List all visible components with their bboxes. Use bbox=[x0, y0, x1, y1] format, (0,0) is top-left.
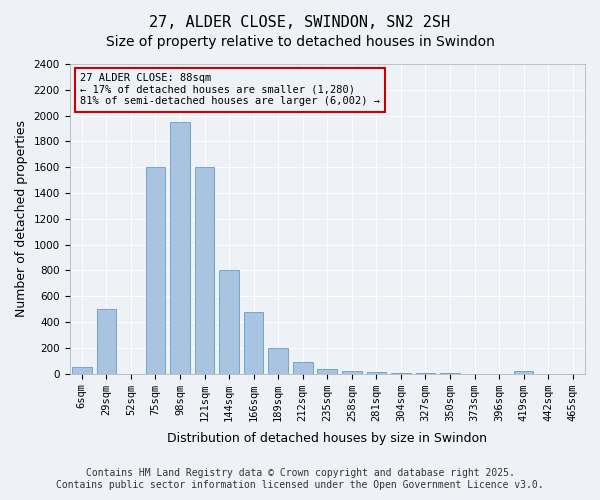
Bar bbox=[514, 371, 533, 374]
Text: Size of property relative to detached houses in Swindon: Size of property relative to detached ho… bbox=[106, 35, 494, 49]
Bar bbox=[342, 371, 362, 374]
Bar bbox=[195, 167, 214, 374]
X-axis label: Distribution of detached houses by size in Swindon: Distribution of detached houses by size … bbox=[167, 432, 487, 445]
Text: Contains HM Land Registry data © Crown copyright and database right 2025.
Contai: Contains HM Land Registry data © Crown c… bbox=[56, 468, 544, 490]
Bar bbox=[268, 348, 288, 374]
Text: 27 ALDER CLOSE: 88sqm
← 17% of detached houses are smaller (1,280)
81% of semi-d: 27 ALDER CLOSE: 88sqm ← 17% of detached … bbox=[80, 74, 380, 106]
Bar bbox=[293, 362, 313, 374]
Bar bbox=[391, 373, 411, 374]
Bar bbox=[219, 270, 239, 374]
Bar bbox=[146, 167, 165, 374]
Bar bbox=[244, 312, 263, 374]
Y-axis label: Number of detached properties: Number of detached properties bbox=[15, 120, 28, 318]
Bar bbox=[170, 122, 190, 374]
Bar bbox=[317, 369, 337, 374]
Bar bbox=[97, 309, 116, 374]
Bar bbox=[367, 372, 386, 374]
Text: 27, ALDER CLOSE, SWINDON, SN2 2SH: 27, ALDER CLOSE, SWINDON, SN2 2SH bbox=[149, 15, 451, 30]
Bar bbox=[72, 367, 92, 374]
